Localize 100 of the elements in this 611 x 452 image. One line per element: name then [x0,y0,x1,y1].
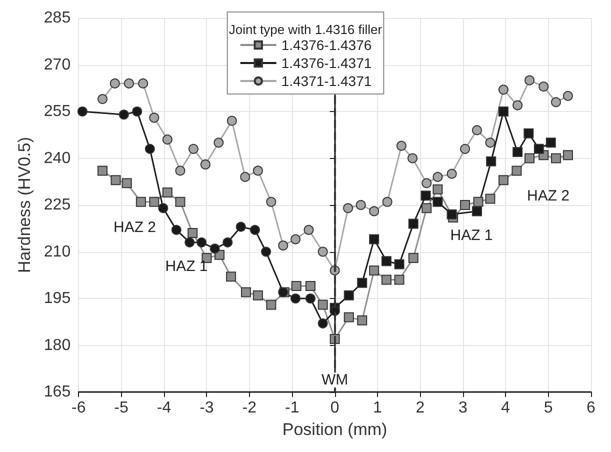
point [446,209,457,220]
legend-label: 1.4371-1.4371 [281,73,372,89]
point [394,259,404,270]
point [318,318,328,328]
point [381,256,392,266]
x-tick-label: -2 [242,400,257,416]
point [562,90,573,101]
point [472,125,482,136]
point [214,138,224,148]
x-tick-label: -3 [200,400,214,416]
point [200,159,210,170]
point [226,272,236,282]
point [408,153,418,164]
point [396,140,406,151]
point [290,294,301,304]
point [184,237,195,248]
point [498,106,508,116]
point [266,196,276,207]
point [562,150,573,160]
point [162,134,172,145]
point [175,196,186,207]
point [149,112,160,123]
annotation: HAZ 2 [527,187,570,204]
y-tick-label: 210 [44,243,71,260]
y-tick-label: 225 [44,196,71,214]
point [432,196,443,207]
point [318,300,328,310]
point [240,172,250,182]
point [473,196,484,207]
point [261,246,272,257]
point [122,178,132,188]
point [498,175,508,186]
point [305,281,316,292]
y-axis-title: Hardness (HV0.5) [15,136,34,274]
annotation: HAZ 1 [165,258,208,276]
legend-label: 1.4376-1.4376 [281,37,372,53]
legend-title: Joint type with 1.4316 filler [228,22,383,37]
point [357,315,368,326]
point [98,166,108,176]
x-tick-label: 3 [458,400,468,416]
point [512,100,523,110]
x-tick-label: 5 [544,400,553,416]
point [422,178,432,188]
point [394,274,404,285]
point [546,138,556,148]
point [432,172,443,182]
y-tick-label: 240 [44,150,71,167]
point [408,218,418,229]
point [98,94,108,104]
point [318,246,328,257]
point [132,106,142,116]
point [188,228,198,238]
point [278,240,288,251]
y-tick-label: 270 [44,56,71,74]
point [344,290,354,300]
x-tick-label: 2 [416,400,425,416]
x-tick-label: 1 [373,400,382,416]
legend-label: 1.4376-1.4371 [281,55,372,71]
point [538,82,549,92]
point [369,265,380,276]
point [149,196,160,207]
annotation: HAZ 1 [450,227,493,244]
x-tick-label: -5 [114,400,129,416]
point [236,222,246,232]
point [138,78,148,88]
point [290,234,301,244]
point [196,237,207,248]
point [524,128,534,138]
point [512,166,522,176]
point [550,153,561,164]
point [136,196,146,207]
point [240,287,251,298]
annotation: HAZ 2 [113,219,156,236]
point [110,175,121,186]
point [460,144,470,154]
y-tick-label: 255 [44,103,71,120]
point [144,144,155,154]
point [344,312,354,322]
point [118,110,129,120]
ref-line-label: WM [321,372,348,388]
point [524,153,535,164]
x-tick-label: -4 [156,400,172,416]
x-tick-label: 6 [586,400,596,416]
point [369,206,380,216]
point [369,234,380,244]
y-tick-label: 285 [44,10,71,26]
point [222,237,233,248]
point [460,200,470,210]
point [158,203,168,214]
point [162,188,172,198]
x-axis-title: Position (mm) [282,420,388,439]
point [524,75,535,86]
point [188,144,198,154]
point [408,252,418,263]
point [420,190,431,201]
point [534,144,544,154]
point [357,278,368,288]
point [382,196,392,207]
x-tick-label: -1 [284,400,300,416]
point [498,84,508,95]
